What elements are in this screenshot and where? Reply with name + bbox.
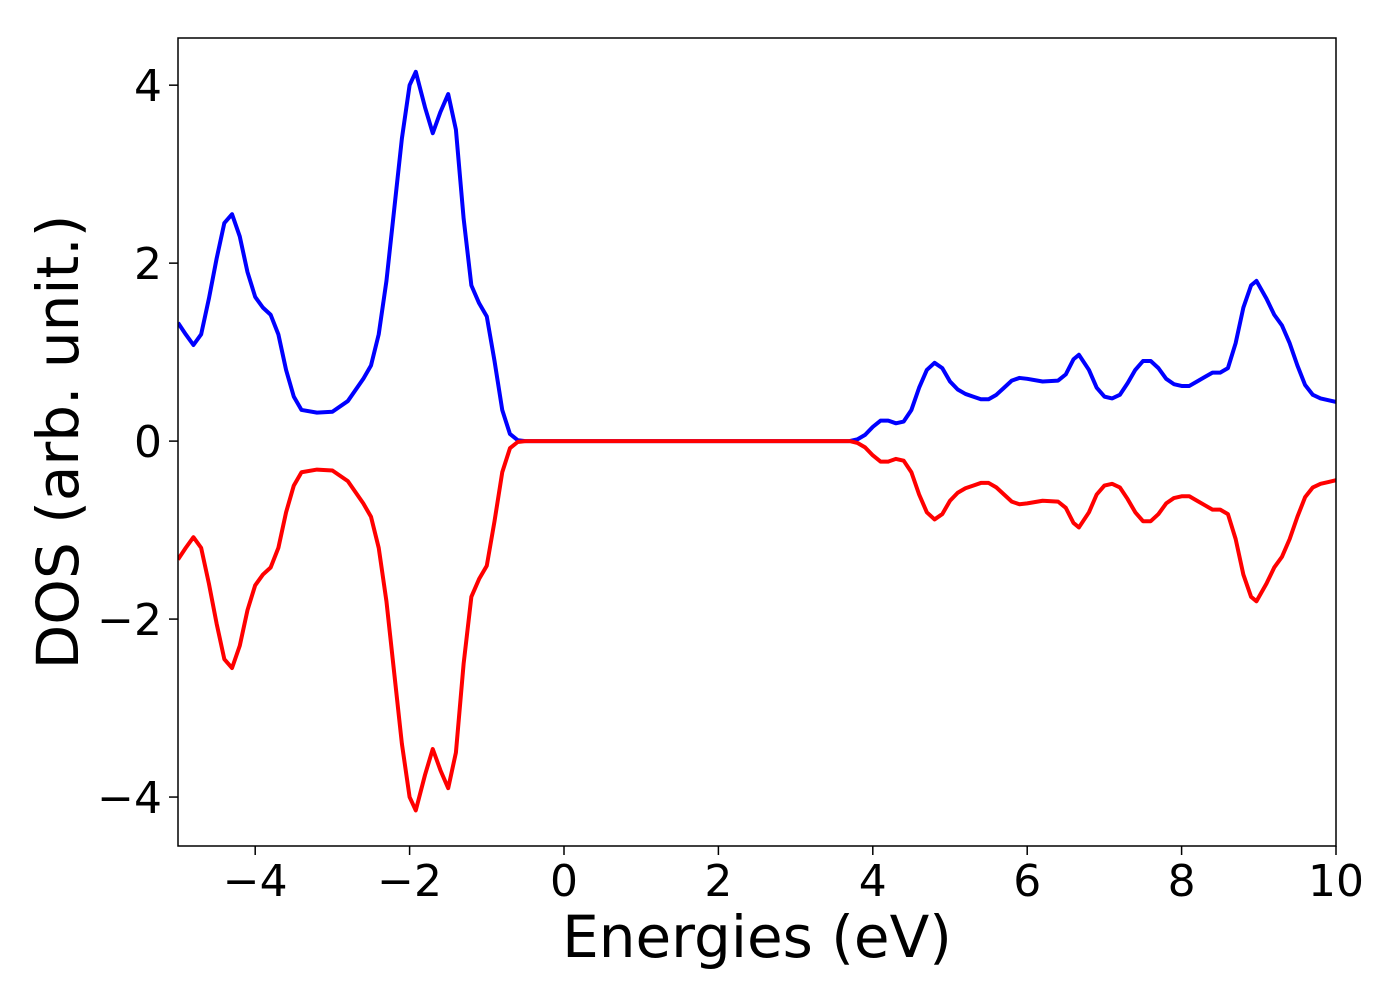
x-tick-label: −2 (377, 856, 442, 907)
y-tick-label: 2 (134, 239, 162, 290)
x-tick-label: 10 (1308, 856, 1364, 907)
plot-frame (177, 37, 1337, 847)
series-line (178, 439, 1336, 813)
x-tick-label: 0 (550, 856, 578, 907)
series-line (178, 69, 1336, 444)
x-tick-label: 6 (1013, 856, 1041, 907)
y-tick-label: −2 (97, 595, 162, 646)
y-tick-label: 4 (134, 61, 162, 112)
x-axis-label: Energies (eV) (562, 903, 952, 971)
x-tick-label: −4 (223, 856, 288, 907)
x-tick-label: 2 (704, 856, 732, 907)
y-axis-label: DOS (arb. unit.) (24, 215, 92, 670)
y-tick-label: −4 (97, 773, 162, 824)
x-tick-label: 4 (859, 856, 887, 907)
x-tick-label: 8 (1168, 856, 1196, 907)
y-tick-label: 0 (134, 417, 162, 468)
